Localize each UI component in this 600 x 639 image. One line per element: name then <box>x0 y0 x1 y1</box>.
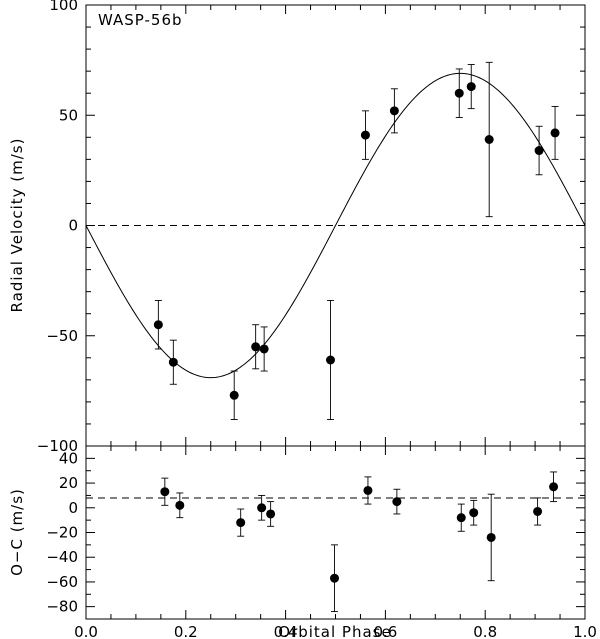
residual-point <box>392 488 402 515</box>
x-tick-label: 0.0 <box>74 623 98 639</box>
rv-point <box>466 64 476 110</box>
residual-point <box>533 497 543 526</box>
rv-panel: WASP-56b Radial Velocity (m/s) −100 −50 0 5… <box>8 0 586 455</box>
residual-marker <box>549 482 559 492</box>
rv-y-tick-label: 100 <box>49 0 78 14</box>
rv-point <box>484 61 494 218</box>
rv-point <box>229 370 239 420</box>
rv-model-curve <box>85 72 586 379</box>
residual-point <box>486 493 496 582</box>
rv-marker <box>229 390 239 400</box>
rv-point <box>168 339 178 385</box>
rv-data-points <box>153 61 560 420</box>
rv-marker <box>251 342 261 352</box>
residual-point <box>266 501 276 527</box>
residual-marker <box>330 573 340 583</box>
rv-marker <box>454 88 464 98</box>
rv-marker <box>360 130 370 140</box>
residual-point <box>160 477 170 506</box>
residual-panel: O−C (m/s) Orbital Phase −80 −60 −40 −20 0 20 4… <box>8 445 597 639</box>
residual-marker <box>469 508 479 518</box>
rv-marker <box>550 128 560 138</box>
residual-marker <box>533 506 543 516</box>
residual-panel-frame <box>85 445 586 620</box>
rv-point <box>153 300 163 350</box>
rv-marker <box>484 135 494 145</box>
residual-y-tick-label: −40 <box>46 548 78 566</box>
residual-y-tick-label: −60 <box>46 573 78 591</box>
x-tick-label: 0.8 <box>473 623 497 639</box>
residual-y-tick-label: 20 <box>59 474 78 492</box>
x-axis-label: Orbital Phase <box>278 623 391 639</box>
residual-point <box>236 508 246 537</box>
residual-marker <box>257 503 267 513</box>
residual-point <box>469 499 479 526</box>
rv-point <box>550 105 560 160</box>
residual-data-points <box>160 471 559 613</box>
rv-marker <box>153 320 163 330</box>
residual-marker <box>363 485 373 495</box>
residual-y-axis-label: O−C (m/s) <box>8 488 26 576</box>
rv-marker <box>389 106 399 116</box>
residual-y-tick-label: −80 <box>46 598 78 616</box>
x-tick-label: 0.6 <box>373 623 397 639</box>
rv-title: WASP-56b <box>98 11 183 29</box>
residual-point <box>456 503 466 532</box>
residual-marker <box>266 509 276 519</box>
rv-y-tick-label: 0 <box>68 217 78 235</box>
residual-ticks <box>85 445 586 620</box>
residual-point <box>330 544 340 613</box>
residual-point <box>363 476 373 505</box>
rv-marker <box>534 146 544 156</box>
residual-tick-labels: −80 −60 −40 −20 0 20 40 0.0 0.2 0.4 0.6 0.8 1.0 <box>46 449 597 639</box>
rv-ticks <box>85 4 586 447</box>
rv-marker <box>168 357 178 367</box>
rv-point <box>360 110 370 160</box>
rv-point <box>534 125 544 176</box>
rv-point <box>259 326 269 372</box>
rv-marker <box>326 355 336 365</box>
rv-point <box>454 68 464 118</box>
residual-y-tick-label: −20 <box>46 524 78 542</box>
residual-marker <box>486 532 496 542</box>
rv-y-tick-label: −100 <box>37 437 78 455</box>
residual-y-tick-label: 0 <box>68 499 78 517</box>
rv-y-axis-label: Radial Velocity (m/s) <box>8 138 26 313</box>
residual-point <box>549 471 559 503</box>
residual-point <box>257 494 267 521</box>
x-tick-label: 1.0 <box>573 623 597 639</box>
residual-y-tick-label: 40 <box>59 449 78 467</box>
rv-point <box>326 300 336 420</box>
rv-marker <box>466 82 476 92</box>
rv-y-tick-label: 50 <box>59 106 78 124</box>
residual-point <box>175 492 185 519</box>
rv-marker <box>259 344 269 354</box>
x-tick-label: 0.2 <box>174 623 198 639</box>
rv-point <box>251 324 261 370</box>
residual-marker <box>456 513 466 523</box>
rv-tick-labels: −100 −50 0 50 100 <box>37 0 78 455</box>
x-tick-label: 0.4 <box>274 623 298 639</box>
residual-marker <box>175 500 185 510</box>
rv-y-tick-label: −50 <box>46 327 78 345</box>
rv-point <box>389 88 399 134</box>
residual-marker <box>160 487 170 497</box>
residual-marker <box>236 518 246 528</box>
residual-marker <box>392 497 402 507</box>
